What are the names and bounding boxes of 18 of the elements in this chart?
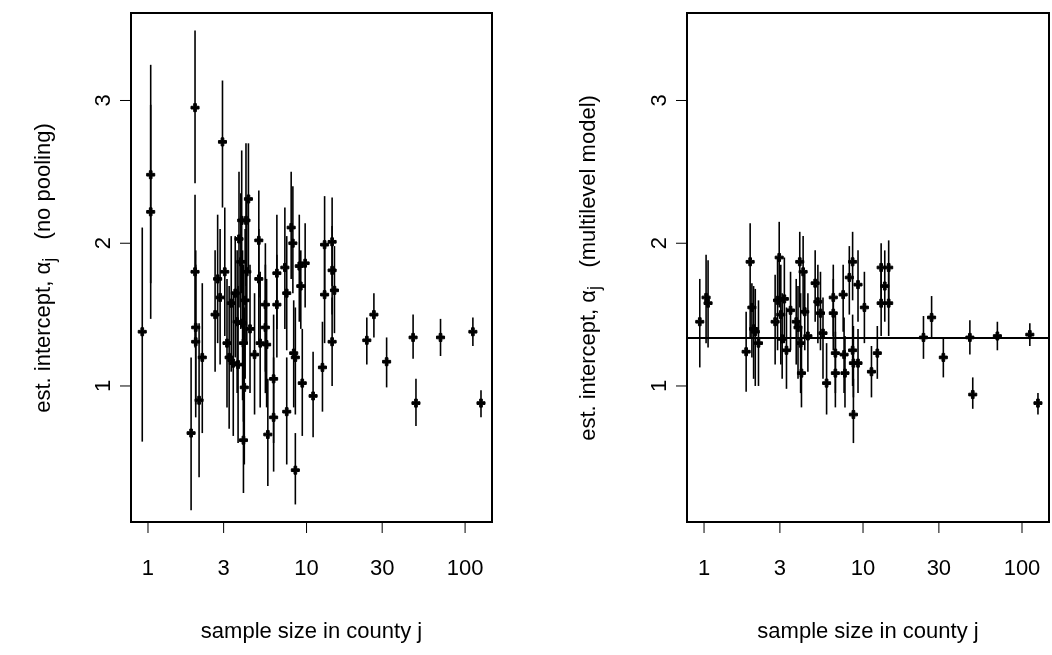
y-tick-label: 2 (90, 237, 115, 250)
x-tick-label: 10 (294, 554, 319, 580)
x-tick-label: 3 (217, 554, 230, 580)
x-tick-label: 100 (1003, 554, 1041, 580)
x-tick-label: 1 (697, 554, 711, 580)
x-tick-label: 30 (926, 554, 952, 580)
x-tick-label: 10 (850, 554, 876, 580)
x-tick-label: 100 (446, 554, 484, 580)
x-axis-title: sample size in county j (200, 618, 423, 643)
x-tick-label: 3 (773, 554, 787, 580)
y-tick-label: 1 (646, 379, 671, 393)
x-tick-label: 1 (141, 554, 155, 580)
y-tick-label: 3 (90, 94, 115, 107)
y-tick-label: 3 (646, 94, 671, 107)
y-tick-label: 1 (90, 379, 115, 393)
y-tick-label: 2 (646, 237, 671, 250)
x-tick-label: 30 (369, 554, 395, 580)
x-axis-title: sample size in county j (757, 618, 979, 643)
